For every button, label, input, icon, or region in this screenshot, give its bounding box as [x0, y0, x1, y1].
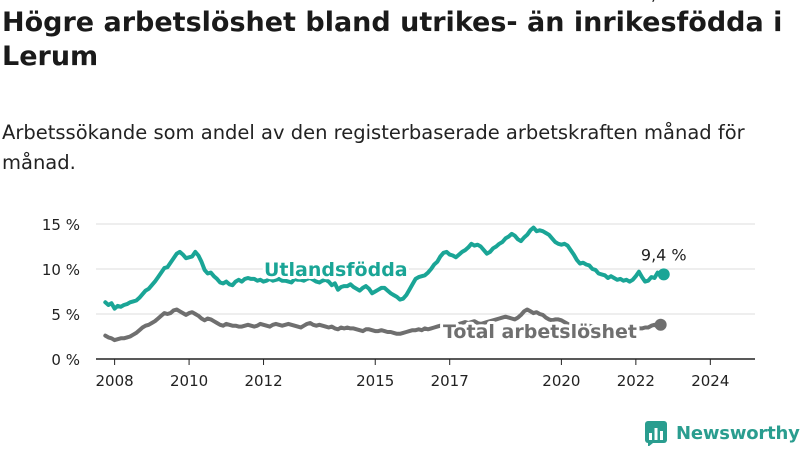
end-value-total: 3,8 % [641, 0, 687, 4]
brand-name: Newsworthy [676, 422, 800, 444]
x-tick-label: 2008 [96, 372, 134, 390]
y-tick-label: 5 % [51, 306, 80, 324]
series-name-total-halo: Total arbetslöshet [443, 321, 637, 343]
end-value-foreign-born: 9,4 % [641, 245, 687, 264]
end-point-marker [654, 318, 667, 331]
series-line [103, 307, 663, 343]
series-lines [103, 225, 670, 343]
y-tick-label: 10 % [42, 261, 80, 279]
end-point-marker [657, 268, 670, 281]
x-tick-label: 2012 [244, 372, 282, 390]
x-tick-label: 2010 [170, 372, 208, 390]
brand-logo: Newsworthy [644, 419, 800, 447]
series-line [103, 225, 666, 311]
series-name-total: Total arbetslöshet [443, 321, 637, 343]
x-tick-label: 2017 [431, 372, 469, 390]
newsworthy-logo-icon [645, 421, 667, 446]
x-tick-label: 2020 [542, 372, 580, 390]
grid-lines [96, 223, 755, 315]
series-name-foreign-born: Utlandsfödda [264, 259, 408, 281]
chart-subtitle: Arbetssökande som andel av den registerb… [2, 121, 745, 174]
y-tick-label: 0 % [51, 351, 80, 369]
y-tick-label: 15 % [42, 216, 80, 234]
x-tick-label: 2015 [356, 372, 394, 390]
x-tick-label: 2022 [617, 372, 655, 390]
x-axis: 2008 2010 2012 2015 2017 2020 2022 2024 [96, 358, 755, 390]
chart-title: Högre arbetslöshet bland utrikes- än inr… [2, 7, 783, 72]
x-tick-label: 2024 [691, 372, 729, 390]
series-name-foreign-born-halo: Utlandsfödda [264, 259, 408, 281]
y-axis-ticks: 0 % 5 % 10 % 15 % [42, 216, 80, 369]
